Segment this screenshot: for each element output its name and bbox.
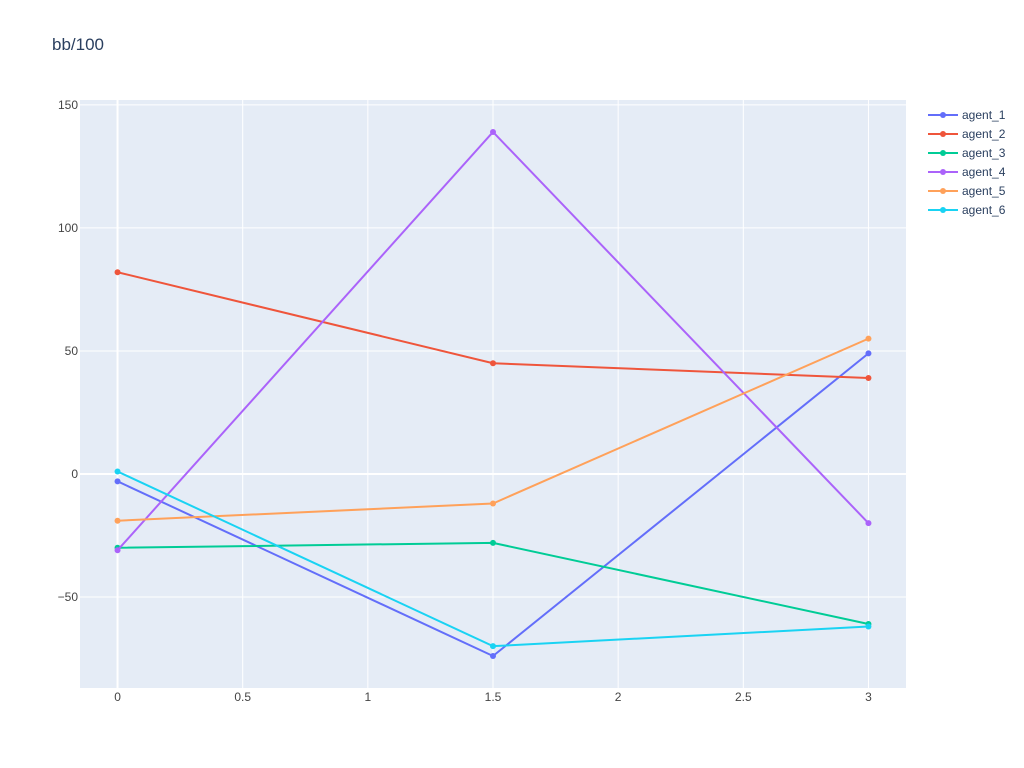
data-point[interactable] (114, 478, 121, 485)
x-tick-label: 3 (865, 690, 872, 704)
legend-item-agent_5[interactable]: agent_5 (928, 184, 1006, 198)
series-agent_2 (114, 269, 872, 382)
legend-label: agent_3 (962, 146, 1006, 160)
data-point[interactable] (865, 335, 872, 342)
y-tick-label: 100 (58, 221, 78, 235)
legend-label: agent_2 (962, 127, 1006, 141)
data-point[interactable] (865, 375, 872, 382)
data-point[interactable] (114, 269, 121, 276)
legend-item-agent_4[interactable]: agent_4 (928, 165, 1006, 179)
y-tick-label: 50 (65, 344, 79, 358)
legend-swatch-marker (940, 131, 946, 137)
data-point[interactable] (114, 547, 121, 554)
legend-item-agent_2[interactable]: agent_2 (928, 127, 1006, 141)
legend-swatch-marker (940, 150, 946, 156)
legend-swatch-marker (940, 112, 946, 118)
data-point[interactable] (114, 468, 121, 475)
y-axis: 150 100 50 0 −50 (58, 98, 79, 604)
legend-swatch-marker (940, 169, 946, 175)
data-point[interactable] (490, 539, 496, 546)
data-point[interactable] (490, 653, 496, 660)
legend-label: agent_6 (962, 203, 1006, 217)
data-point[interactable] (865, 623, 872, 630)
y-tick-label: −50 (58, 590, 79, 604)
legend[interactable]: agent_1 agent_2 agent_3 agent_4 agent_5agent… (928, 108, 1006, 217)
legend-swatch-marker (940, 188, 946, 194)
x-tick-label: 0.5 (234, 690, 251, 704)
series-agent_6 (114, 468, 872, 650)
x-axis: 0 0.5 1 1.5 2 2.5 3 (114, 690, 872, 704)
legend-item-agent_1[interactable]: agent_1 (928, 108, 1006, 122)
legend-swatch-marker (940, 207, 946, 213)
data-point[interactable] (865, 350, 872, 357)
data-point[interactable] (865, 520, 872, 527)
series-agent_1 (114, 350, 872, 660)
data-point[interactable] (490, 643, 496, 650)
grid (80, 100, 906, 688)
series-layer (114, 128, 872, 660)
data-point[interactable] (490, 360, 496, 367)
x-tick-label: 2 (615, 690, 622, 704)
legend-item-agent_3[interactable]: agent_3 (928, 146, 1006, 160)
data-point[interactable] (490, 128, 496, 135)
data-point[interactable] (114, 517, 121, 524)
y-tick-label: 0 (71, 467, 78, 481)
x-tick-label: 1.5 (485, 690, 502, 704)
legend-label: agent_1 (962, 108, 1006, 122)
x-tick-label: 0 (114, 690, 121, 704)
x-tick-label: 1 (365, 690, 372, 704)
legend-item-agent_6[interactable]: agent_6 (928, 203, 1006, 217)
data-point[interactable] (490, 500, 496, 507)
x-tick-label: 2.5 (735, 690, 752, 704)
series-agent_5 (114, 335, 872, 524)
legend-label: agent_5 (962, 184, 1006, 198)
legend-label: agent_4 (962, 165, 1006, 179)
chart-title: bb/100 (52, 35, 104, 54)
y-tick-label: 150 (58, 98, 78, 112)
